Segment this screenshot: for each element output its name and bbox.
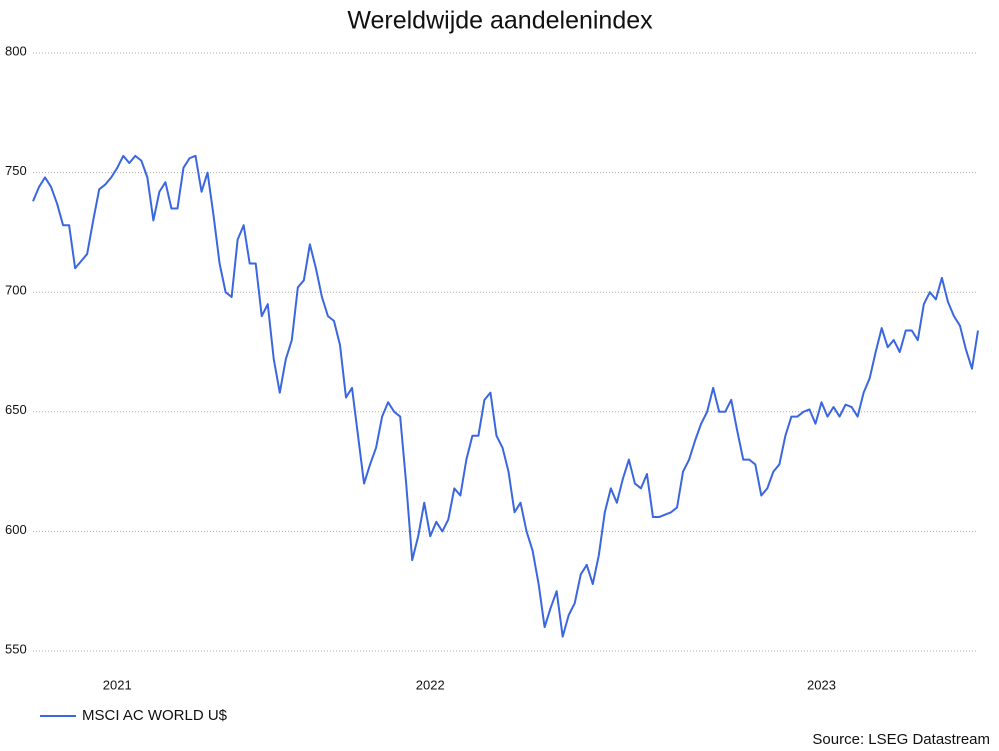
y-tick-label: 750 (5, 163, 27, 178)
y-tick-label: 800 (5, 43, 27, 58)
data-line (32, 154, 979, 638)
chart-title: Wereldwijde aandelenindex (347, 7, 653, 35)
y-tick-label: 700 (5, 283, 27, 298)
x-tick-label: 2022 (416, 677, 445, 692)
x-tick-label: 2021 (103, 677, 132, 692)
y-tick-label: 650 (5, 402, 27, 417)
y-tick-label: 550 (5, 641, 27, 656)
y-tick-label: 600 (5, 522, 27, 537)
legend-label: MSCI AC WORLD U$ (82, 707, 228, 724)
source-note: Source: LSEG Datastream (812, 731, 990, 748)
x-tick-label: 2023 (807, 677, 836, 692)
